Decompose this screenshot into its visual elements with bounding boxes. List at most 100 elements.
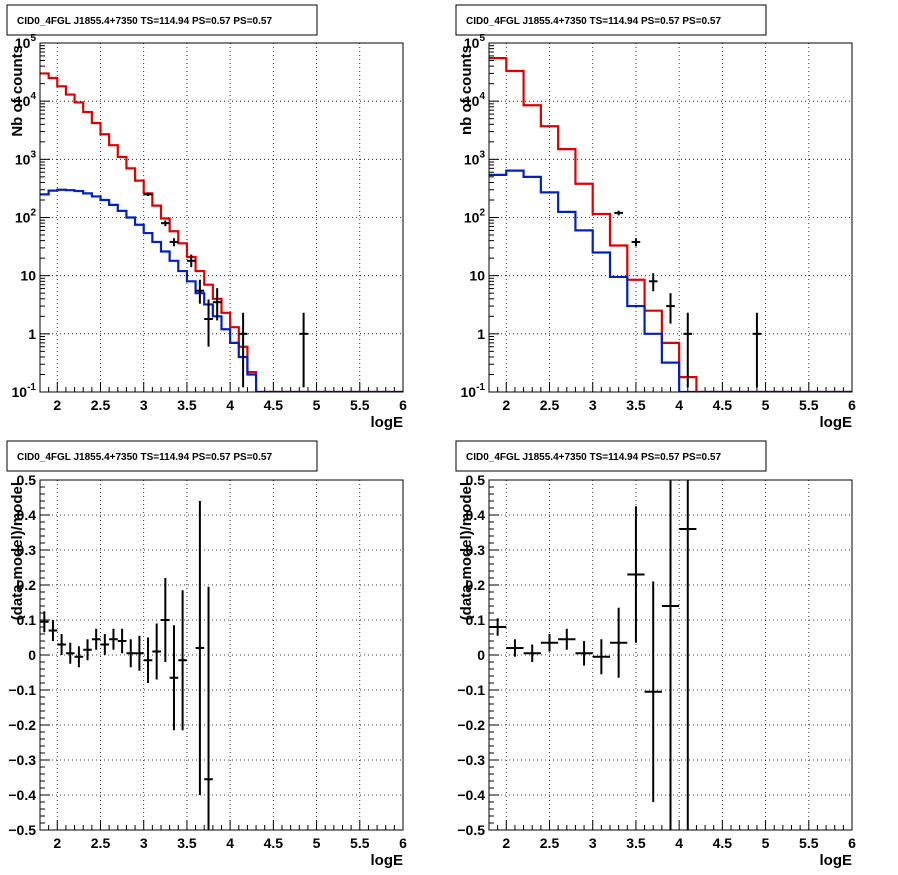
data-point xyxy=(299,312,308,388)
x-tick-label: 4 xyxy=(226,397,234,413)
x-tick-label: 3.5 xyxy=(626,835,646,851)
x-tick-label: 2 xyxy=(502,397,510,413)
data-point xyxy=(143,637,153,683)
x-tick-label: 4.5 xyxy=(713,397,733,413)
panel-title: CID0_4FGL J1855.4+7350 TS=114.94 PS=0.57… xyxy=(17,452,272,463)
x-tick-label: 3 xyxy=(140,835,148,851)
y-tick-label: 1 xyxy=(477,326,485,342)
y-tick-label: 0.3 xyxy=(17,542,37,558)
y-tick-label: −0.3 xyxy=(8,752,36,768)
x-tick-label: 5 xyxy=(762,835,770,851)
data-point xyxy=(91,628,101,650)
grid xyxy=(489,480,852,830)
data-point xyxy=(752,312,762,388)
y-tick-label: 103 xyxy=(15,149,37,167)
y-tick-label: 0 xyxy=(28,647,36,663)
y-tick-label: 102 xyxy=(15,208,37,226)
x-tick-label: 3.5 xyxy=(626,397,646,413)
y-tick-label: 0.5 xyxy=(466,472,486,488)
grid xyxy=(40,480,403,830)
data-point xyxy=(592,639,610,675)
x-tick-label: 2.5 xyxy=(91,397,111,413)
x-tick-label: 3.5 xyxy=(177,397,197,413)
x-tick-label: 2 xyxy=(53,397,61,413)
y-axis-title: (data-model)/model xyxy=(9,482,26,620)
data-point xyxy=(109,628,118,650)
data-point xyxy=(100,634,110,655)
x-tick-label: 5.5 xyxy=(799,835,819,851)
y-tick-label: 104 xyxy=(15,91,37,109)
y-tick-label: −0.4 xyxy=(457,787,485,803)
data-point xyxy=(610,607,628,678)
x-tick-label: 5.5 xyxy=(350,835,370,851)
x-tick-label: 5.5 xyxy=(350,397,370,413)
y-tick-label: 0.4 xyxy=(17,507,37,523)
x-tick-label: 4.5 xyxy=(713,835,733,851)
x-tick-label: 4.5 xyxy=(264,397,284,413)
plot-frame xyxy=(39,42,404,393)
x-tick-label: 6 xyxy=(848,835,856,851)
data-point xyxy=(661,480,680,830)
data-point xyxy=(57,634,66,655)
y-tick-label: 10-1 xyxy=(12,382,37,400)
data-point xyxy=(204,299,213,347)
plot-area xyxy=(489,57,852,392)
x-tick-label: 3.5 xyxy=(177,835,197,851)
panel-title-box: CID0_4FGL J1855.4+7350 TS=114.94 PS=0.57… xyxy=(6,440,318,472)
y-axis-title: Nb of counts xyxy=(9,45,26,137)
axis-ticks xyxy=(39,479,404,831)
series-step-line xyxy=(489,169,852,392)
data-point xyxy=(161,578,170,662)
y-tick-label: 0.4 xyxy=(466,507,486,523)
y-tick-label: −0.1 xyxy=(457,682,485,698)
x-tick-label: 4 xyxy=(226,835,234,851)
x-axis-title: logE xyxy=(820,852,853,869)
series-step-line xyxy=(40,72,403,392)
series-step-line xyxy=(40,188,403,392)
y-tick-label: 0 xyxy=(477,647,485,663)
data-point xyxy=(506,639,524,657)
data-point xyxy=(48,620,58,641)
data-point xyxy=(558,628,576,650)
series-step-line xyxy=(489,57,852,392)
y-tick-label: 10 xyxy=(20,268,36,284)
y-tick-label: 0.2 xyxy=(17,577,37,593)
data-point xyxy=(195,279,205,304)
x-tick-label: 3 xyxy=(140,397,148,413)
x-tick-label: 4.5 xyxy=(264,835,284,851)
data-point xyxy=(631,238,641,247)
data-point xyxy=(161,220,170,227)
panel-title: CID0_4FGL J1855.4+7350 TS=114.94 PS=0.57… xyxy=(17,16,272,27)
data-point xyxy=(575,641,593,666)
data-point xyxy=(679,480,697,830)
x-tick-label: 2.5 xyxy=(540,835,560,851)
data-point xyxy=(489,618,507,636)
data-point xyxy=(614,210,623,216)
plot-frame xyxy=(488,479,853,831)
data-point xyxy=(74,646,84,668)
x-tick-label: 5 xyxy=(313,835,321,851)
panel-title-box: CID0_4FGL J1855.4+7350 TS=114.94 PS=0.57… xyxy=(455,440,767,472)
y-tick-label: −0.2 xyxy=(457,717,485,733)
y-tick-label: −0.4 xyxy=(8,787,36,803)
data-point xyxy=(152,623,161,680)
data-point xyxy=(195,501,205,795)
panel-counts-high: CID0_4FGL J1855.4+7350 TS=114.94 PS=0.57… xyxy=(455,4,856,431)
y-tick-label: −0.2 xyxy=(8,717,36,733)
y-tick-label: 103 xyxy=(464,149,486,167)
x-tick-label: 3 xyxy=(589,835,597,851)
axis-ticks xyxy=(488,479,853,831)
x-tick-label: 2.5 xyxy=(91,835,111,851)
x-tick-label: 6 xyxy=(848,397,856,413)
y-tick-label: 105 xyxy=(464,33,486,51)
data-point xyxy=(169,625,179,731)
data-point xyxy=(126,639,136,668)
data-point xyxy=(204,586,213,830)
data-point xyxy=(83,639,92,661)
x-tick-label: 6 xyxy=(399,397,407,413)
y-tick-label: 105 xyxy=(15,33,37,51)
y-tick-label: 0.2 xyxy=(466,577,486,593)
y-tick-label: 1 xyxy=(28,326,36,342)
x-axis-title: logE xyxy=(371,852,404,869)
